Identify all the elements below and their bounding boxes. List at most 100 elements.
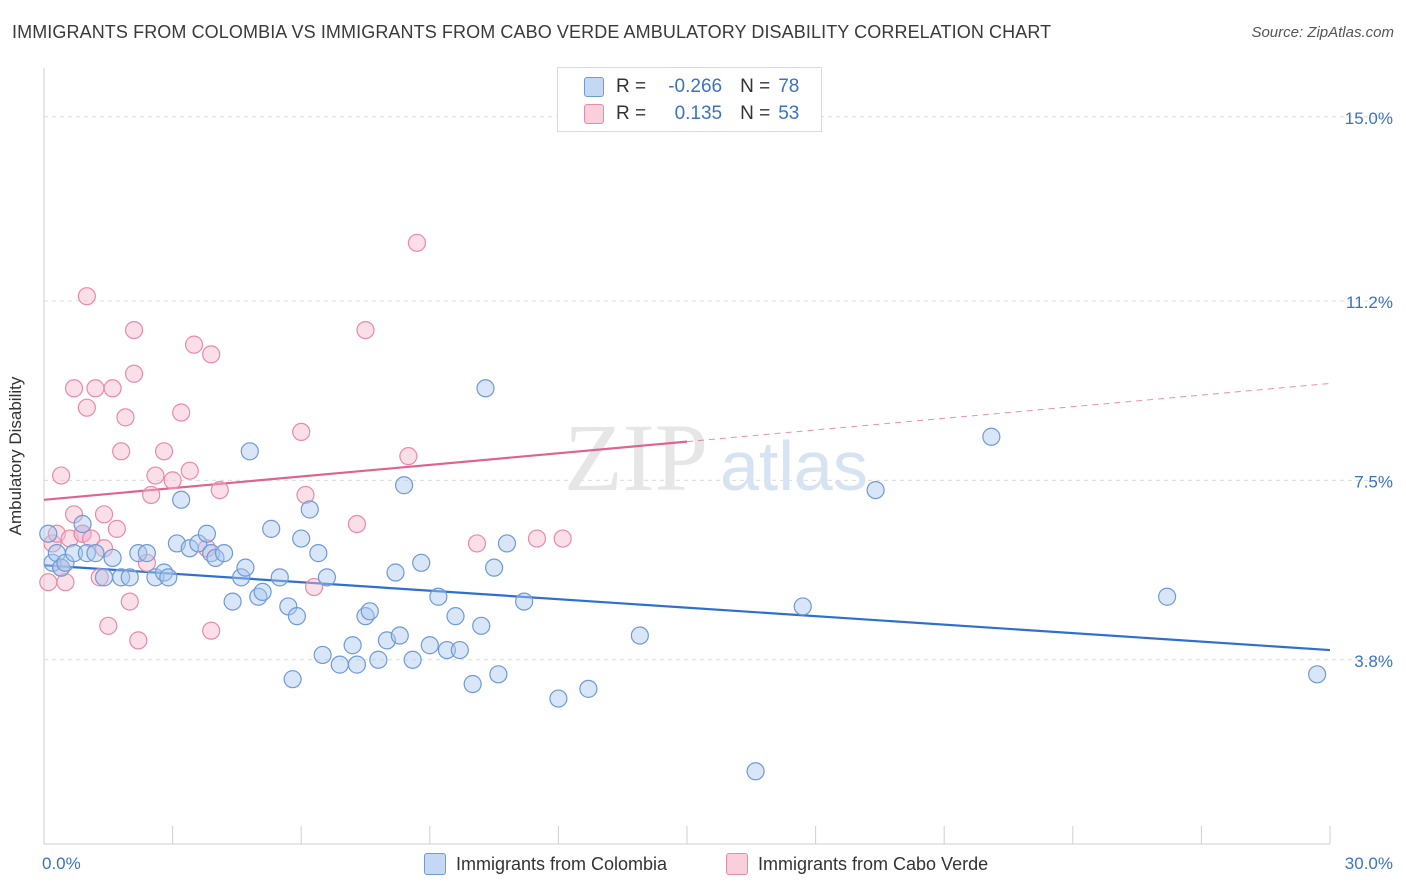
data-point-pink — [77, 287, 96, 306]
data-point-blue — [94, 568, 114, 587]
chart-title: IMMIGRANTS FROM COLOMBIA VS IMMIGRANTS F… — [12, 22, 1052, 42]
data-point-pink — [142, 485, 161, 505]
trend-line-pink — [43, 440, 688, 501]
data-point-pink — [180, 461, 199, 480]
data-point-pink — [107, 519, 126, 538]
data-point-blue — [497, 534, 517, 553]
data-point-pink — [120, 592, 139, 611]
data-point-blue — [369, 650, 388, 669]
data-point-pink — [347, 514, 367, 534]
data-point-pink — [116, 408, 135, 427]
data-point-blue — [390, 626, 409, 645]
legend-r-label: R = — [616, 103, 647, 124]
data-point-pink — [296, 485, 315, 505]
data-point-pink — [202, 345, 221, 364]
data-point-blue — [120, 568, 139, 587]
data-point-pink — [94, 505, 114, 524]
data-point-blue — [43, 553, 62, 572]
trend-lines — [43, 382, 1331, 652]
data-point-blue — [232, 568, 251, 587]
data-point-blue — [412, 553, 431, 572]
data-point-pink — [527, 529, 547, 548]
data-point-pink — [77, 398, 96, 417]
data-point-pink — [99, 616, 118, 635]
data-point-pink — [124, 364, 144, 383]
data-point-blue — [262, 519, 281, 538]
data-point-blue — [300, 500, 319, 519]
legend-row-cabo-verde: R = 0.135 N = 53 — [584, 101, 799, 127]
data-point-pink — [112, 442, 131, 461]
y-tick-label: 15.0% — [1345, 109, 1393, 128]
legend-item-colombia: Immigrants from Colombia — [424, 852, 667, 876]
data-point-blue — [309, 544, 328, 563]
data-point-blue — [287, 607, 307, 626]
y-tick-label: 3.8% — [1354, 652, 1393, 671]
legend-r-value: 0.135 — [674, 103, 723, 124]
data-point-blue — [746, 762, 765, 781]
trend-line-blue — [43, 564, 1331, 652]
data-point-blue — [489, 665, 508, 684]
data-point-blue — [1308, 665, 1327, 684]
watermark-zip: ZIP — [564, 404, 708, 511]
data-point-pink — [304, 577, 324, 597]
data-points — [39, 233, 1327, 781]
data-point-blue — [463, 674, 482, 694]
data-point-blue — [86, 544, 105, 563]
data-point-blue — [446, 607, 465, 626]
data-point-blue — [39, 524, 58, 543]
axes — [43, 68, 1331, 845]
data-point-blue — [485, 558, 504, 577]
data-point-pink — [292, 422, 311, 442]
data-point-pink — [39, 573, 58, 592]
legend-swatch-pink — [584, 104, 604, 124]
data-point-pink — [82, 529, 101, 548]
data-point-blue — [103, 548, 122, 568]
legend-label: Immigrants from Colombia — [456, 853, 668, 874]
data-point-pink — [467, 534, 487, 553]
data-point-pink — [103, 379, 122, 398]
legend-n-label: N = — [740, 103, 771, 124]
data-point-blue — [549, 689, 568, 708]
data-point-blue — [420, 636, 439, 655]
x-tick-label: 30.0% — [1345, 854, 1393, 873]
data-point-blue — [253, 582, 272, 601]
data-point-pink — [64, 379, 84, 398]
data-point-blue — [270, 568, 289, 587]
data-point-blue — [343, 636, 362, 655]
watermark: ZIP atlas — [564, 404, 868, 511]
data-point-blue — [159, 568, 178, 587]
data-point-pink — [86, 379, 105, 398]
legend-swatch-blue — [424, 853, 446, 875]
source-label: Source: ZipAtlas.com — [1251, 24, 1394, 41]
legend-label: Immigrants from Cabo Verde — [758, 853, 989, 874]
data-point-blue — [236, 558, 255, 577]
legend-r-value: -0.266 — [668, 76, 723, 97]
data-point-pink — [154, 442, 174, 461]
data-point-blue — [472, 616, 491, 635]
trend-line-dashed-pink — [686, 382, 1331, 443]
data-point-pink — [146, 466, 165, 485]
data-point-blue — [214, 544, 234, 563]
data-point-blue — [172, 490, 191, 509]
data-point-blue — [64, 544, 84, 563]
data-point-blue — [317, 568, 337, 587]
data-point-blue — [223, 592, 242, 611]
data-point-blue — [866, 480, 885, 500]
data-point-blue — [1158, 587, 1177, 606]
stats-legend: R = -0.266 N = 78 R = 0.135 N = 53 — [557, 67, 822, 132]
data-point-pink — [184, 335, 204, 354]
data-point-blue — [292, 529, 311, 548]
data-point-pink — [407, 233, 427, 252]
legend-item-cabo-verde: Immigrants from Cabo Verde — [726, 852, 988, 876]
data-point-blue — [240, 442, 259, 461]
data-point-blue — [313, 645, 332, 665]
data-point-blue — [180, 539, 199, 558]
data-point-pink — [172, 403, 191, 422]
data-point-pink — [356, 321, 375, 340]
data-point-pink — [90, 568, 109, 587]
data-point-blue — [73, 514, 92, 534]
data-point-blue — [515, 592, 534, 611]
data-point-pink — [129, 631, 148, 650]
data-point-pink — [43, 534, 62, 553]
